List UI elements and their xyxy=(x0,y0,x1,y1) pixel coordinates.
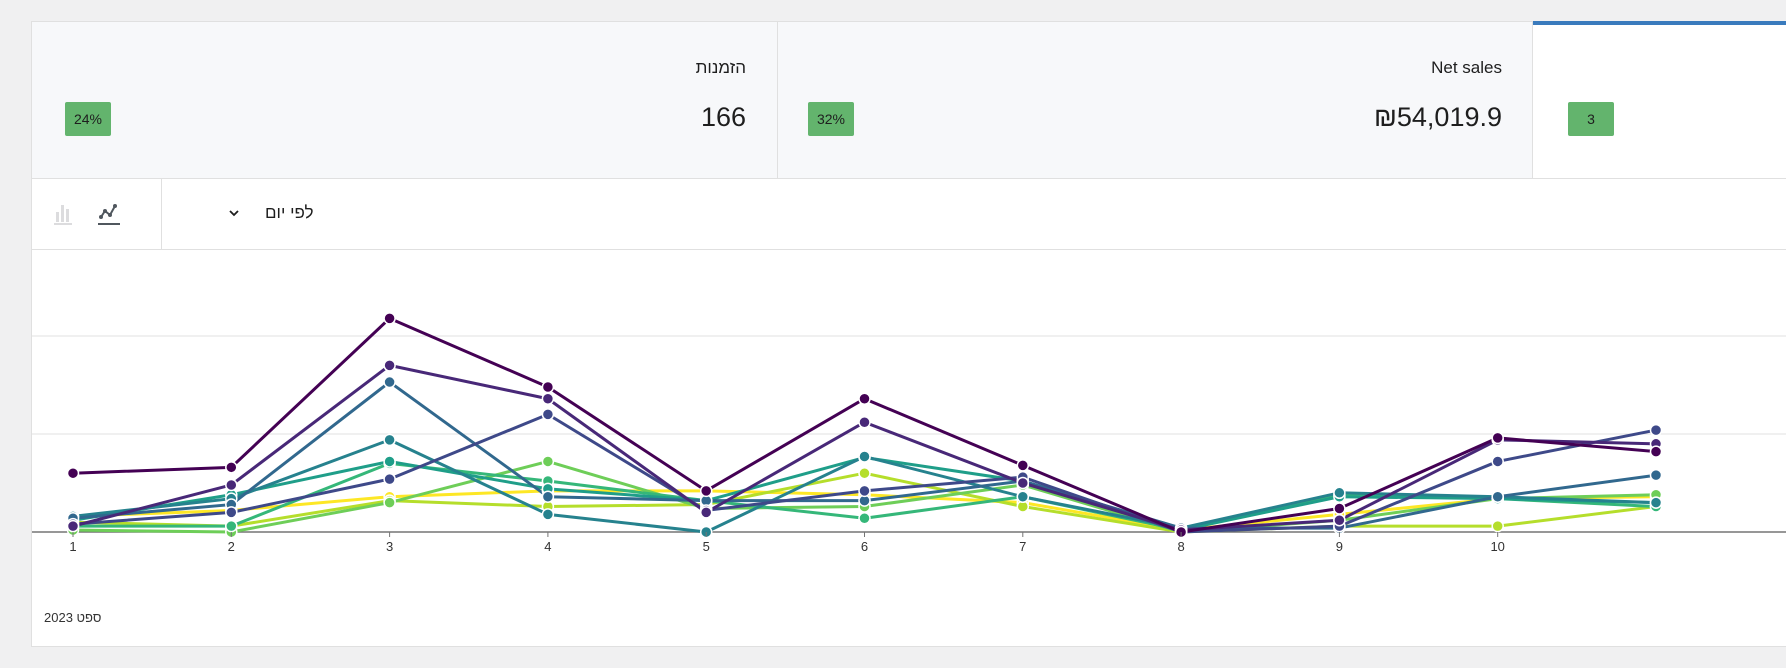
bar-chart-button[interactable] xyxy=(50,200,78,228)
data-point[interactable] xyxy=(541,508,555,521)
x-tick-label: 8 xyxy=(1177,539,1184,554)
data-point[interactable] xyxy=(1333,513,1346,527)
data-point[interactable] xyxy=(383,312,396,325)
x-axis-date-label: ספט 2023 xyxy=(44,610,102,625)
dashboard-panel: הזמנות 166 24% Net sales ₪54,019.9 32% 3 xyxy=(31,21,1786,647)
data-point[interactable] xyxy=(225,478,238,492)
tile-net-sales-value: ₪54,019.9 xyxy=(1373,102,1502,132)
data-point[interactable] xyxy=(1016,459,1030,472)
bar-chart-icon xyxy=(54,205,72,225)
data-point[interactable] xyxy=(383,375,396,389)
data-point[interactable] xyxy=(1016,476,1030,490)
data-point[interactable] xyxy=(541,455,555,468)
summary-tiles: הזמנות 166 24% Net sales ₪54,019.9 32% 3 xyxy=(32,21,1786,179)
data-point[interactable] xyxy=(225,519,238,533)
chart-toolbar: לפי יום xyxy=(32,178,1786,250)
data-point[interactable] xyxy=(383,359,396,372)
line-chart-icon xyxy=(98,204,120,225)
data-point[interactable] xyxy=(858,484,871,498)
data-point[interactable] xyxy=(383,455,396,468)
data-point[interactable] xyxy=(66,519,80,533)
x-tick-label: 4 xyxy=(544,539,551,554)
tile-orders-delta-badge: 24% xyxy=(65,102,111,136)
x-tick-label: 9 xyxy=(1336,539,1343,554)
interval-select[interactable]: לפי יום xyxy=(227,198,314,228)
x-tick-label: 6 xyxy=(861,539,868,554)
data-point[interactable] xyxy=(541,408,555,421)
x-tick-label: 1 xyxy=(69,539,76,554)
data-point[interactable] xyxy=(699,484,713,498)
data-point[interactable] xyxy=(858,466,871,480)
data-point[interactable] xyxy=(225,461,238,474)
data-point[interactable] xyxy=(1649,423,1663,437)
tile-selected[interactable]: 3 xyxy=(1533,22,1786,178)
tile-net-sales-label: Net sales xyxy=(1431,58,1502,77)
data-point[interactable] xyxy=(1491,455,1504,468)
data-point[interactable] xyxy=(383,433,396,447)
tile-selected-delta-badge: 3 xyxy=(1568,102,1614,136)
data-point[interactable] xyxy=(225,506,238,519)
data-point[interactable] xyxy=(1491,519,1504,533)
data-point[interactable] xyxy=(541,392,555,405)
selected-tile-indicator xyxy=(1533,21,1786,25)
x-tick-label: 3 xyxy=(386,539,393,554)
data-point[interactable] xyxy=(1649,468,1663,482)
data-point[interactable] xyxy=(541,490,555,503)
data-point[interactable] xyxy=(1333,486,1346,500)
data-point[interactable] xyxy=(541,380,555,394)
tile-divider xyxy=(777,22,778,178)
data-point[interactable] xyxy=(858,512,871,525)
x-tick-label: 7 xyxy=(1019,539,1026,554)
chart-area: 1 2 3 4 5 6 7 8 9 10 ספט 2023 xyxy=(32,237,1786,648)
tile-net-sales[interactable]: Net sales ₪54,019.9 32% xyxy=(778,22,1533,178)
data-point[interactable] xyxy=(1649,445,1663,458)
data-point[interactable] xyxy=(383,472,396,486)
data-point[interactable] xyxy=(1491,431,1504,445)
line-chart-button[interactable] xyxy=(95,200,123,228)
tile-orders-value: 166 xyxy=(700,102,746,132)
chevron-down-icon xyxy=(229,210,239,217)
tile-net-sales-delta-badge: 32% xyxy=(808,102,854,136)
data-point[interactable] xyxy=(1491,490,1504,503)
data-point[interactable] xyxy=(1016,490,1030,503)
data-point[interactable] xyxy=(383,496,396,509)
line-chart: 1 2 3 4 5 6 7 8 9 10 xyxy=(32,237,1786,554)
data-point[interactable] xyxy=(1649,496,1663,509)
data-point[interactable] xyxy=(1333,502,1346,515)
data-point[interactable] xyxy=(858,450,871,463)
x-tick-label: 10 xyxy=(1490,539,1504,554)
x-tick-label: 2 xyxy=(228,539,235,554)
data-point[interactable] xyxy=(858,392,871,405)
data-point[interactable] xyxy=(858,415,871,429)
interval-select-label: לפי יום xyxy=(265,203,314,222)
tile-orders-label: הזמנות xyxy=(695,58,746,77)
data-point[interactable] xyxy=(66,466,80,480)
toolbar-separator xyxy=(161,178,162,249)
data-point[interactable] xyxy=(699,506,713,519)
x-tick-label: 5 xyxy=(703,539,710,554)
tile-divider xyxy=(1532,22,1533,178)
tile-orders[interactable]: הזמנות 166 24% xyxy=(32,22,777,178)
